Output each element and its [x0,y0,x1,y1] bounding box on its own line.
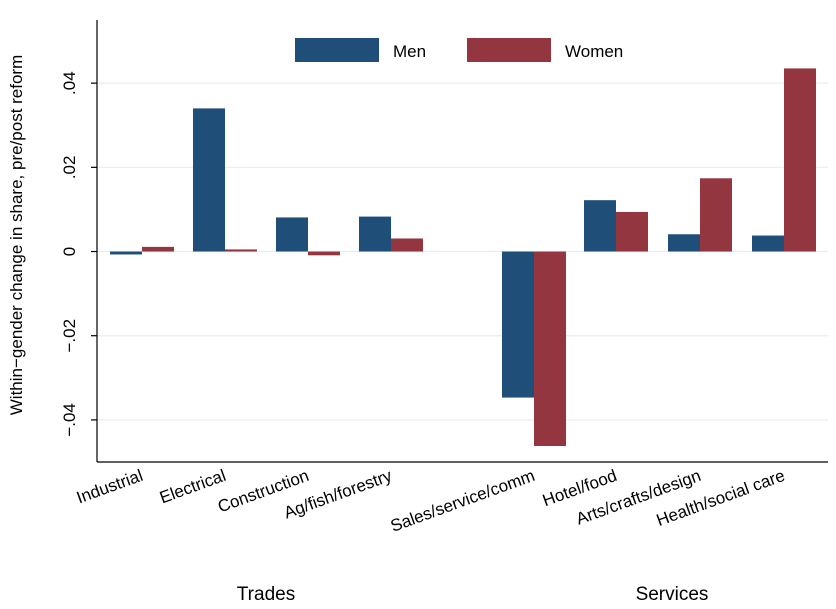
group-labels: Trades Services [237,584,709,605]
bar-women [142,246,174,252]
y-tick-label: −.02 [60,319,79,353]
legend-swatch-women [467,38,551,62]
bar-men [752,235,784,252]
y-tick-label: 0 [60,247,79,256]
bar-women [534,251,566,447]
group-label: Services [636,584,709,605]
bar-men [668,234,700,252]
bar-women [784,68,816,252]
bar-men [276,217,308,252]
bar-men [584,200,616,252]
group-label: Trades [237,584,295,605]
bar-women [308,251,340,256]
y-axis-ticks: −.04 −.02 0 .02 .04 [60,71,97,437]
bar-men [359,216,391,252]
bars [110,68,816,447]
legend-label: Men [393,42,426,61]
y-tick-label: .04 [60,71,79,95]
y-axis-label: Within−gender change in share, pre/post … [7,55,26,416]
x-tick-label: Industrial [74,466,145,507]
bar-women [700,178,732,252]
bar-men [110,251,142,255]
bar-women [616,211,648,252]
x-axis-labels: Industrial ElectricalConstructionAg/fish/… [74,466,787,536]
bar-women [391,238,423,252]
y-tick-label: −.04 [60,403,79,437]
legend-swatch-men [295,38,379,62]
bar-women [225,249,257,252]
legend: Men Women [295,38,623,62]
bar-men [193,108,225,252]
bar-men [502,251,534,398]
x-tick-label: Sales/service/comm [388,466,537,536]
legend-label: Women [565,42,623,61]
y-tick-label: .02 [60,156,79,180]
